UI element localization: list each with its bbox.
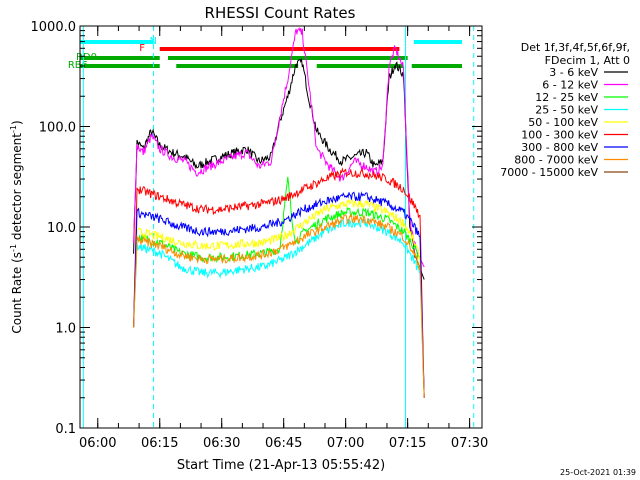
legend-header-line-1: Det 1f,3f,4f,5f,6f,9f, — [521, 41, 630, 54]
series-line — [133, 198, 425, 398]
y-tick-label: 100.0 — [39, 121, 76, 136]
legend-entry-label: 300 - 800 keV — [521, 141, 598, 154]
legend: Det 1f,3f,4f,5f,6f,9f, FDecim 1, Att 0 3… — [500, 41, 630, 179]
y-tick-label: 10.0 — [47, 221, 76, 236]
legend-entry-label: 25 - 50 keV — [535, 104, 598, 117]
series-line — [133, 167, 425, 398]
y-axis-label: Count Rate (s-1 detector segment-1) — [9, 120, 24, 333]
series-line — [133, 27, 425, 268]
y-axis: 0.1 1.0 10.0 100.0 1000.0 — [31, 20, 482, 437]
timestamp: 25-Oct-2021 01:39 — [560, 468, 636, 477]
legend-header-line-2: FDecim 1, Att 0 — [545, 54, 630, 67]
x-tick-label: 06:00 — [79, 436, 116, 451]
legend-entry-label: 3 - 6 keV — [549, 66, 598, 79]
legend-entry-label: 12 - 25 keV — [535, 91, 598, 104]
x-tick-label: 07:00 — [327, 436, 364, 451]
legend-entry-label: 800 - 7000 keV — [514, 154, 598, 167]
y-tick-label: 1000.0 — [31, 20, 77, 35]
y-tick-label: 1.0 — [55, 322, 76, 337]
x-tick-label: 06:30 — [203, 436, 240, 451]
attenuator-bar-label: RD0 — [76, 52, 97, 63]
legend-entry-label: 7000 - 15000 keV — [500, 166, 598, 179]
attenuator-bar-label: N — [150, 36, 157, 47]
legend-entry-label: 6 - 12 keV — [542, 79, 598, 92]
series-line — [133, 212, 425, 398]
x-tick-label: 07:30 — [451, 436, 488, 451]
x-tick-label: 06:45 — [265, 436, 302, 451]
x-axis: 06:00 06:15 06:30 06:45 07:00 07:15 07:30 — [79, 26, 488, 451]
y-tick-label: 0.1 — [55, 422, 76, 437]
chart-title: RHESSI Count Rates — [205, 4, 356, 22]
x-axis-label: Start Time (21-Apr-13 05:55:42) — [177, 458, 385, 473]
attenuator-bar-label: F — [139, 43, 145, 54]
legend-entry-label: 50 - 100 keV — [528, 116, 598, 129]
series-line — [133, 216, 425, 398]
x-tick-label: 07:15 — [389, 436, 426, 451]
series-line — [133, 191, 425, 398]
x-tick-label: 06:15 — [141, 436, 178, 451]
attenuator-bar-label: RB6 — [68, 60, 88, 71]
legend-entry-label: 100 - 300 keV — [521, 129, 598, 142]
series-lines — [133, 27, 425, 398]
